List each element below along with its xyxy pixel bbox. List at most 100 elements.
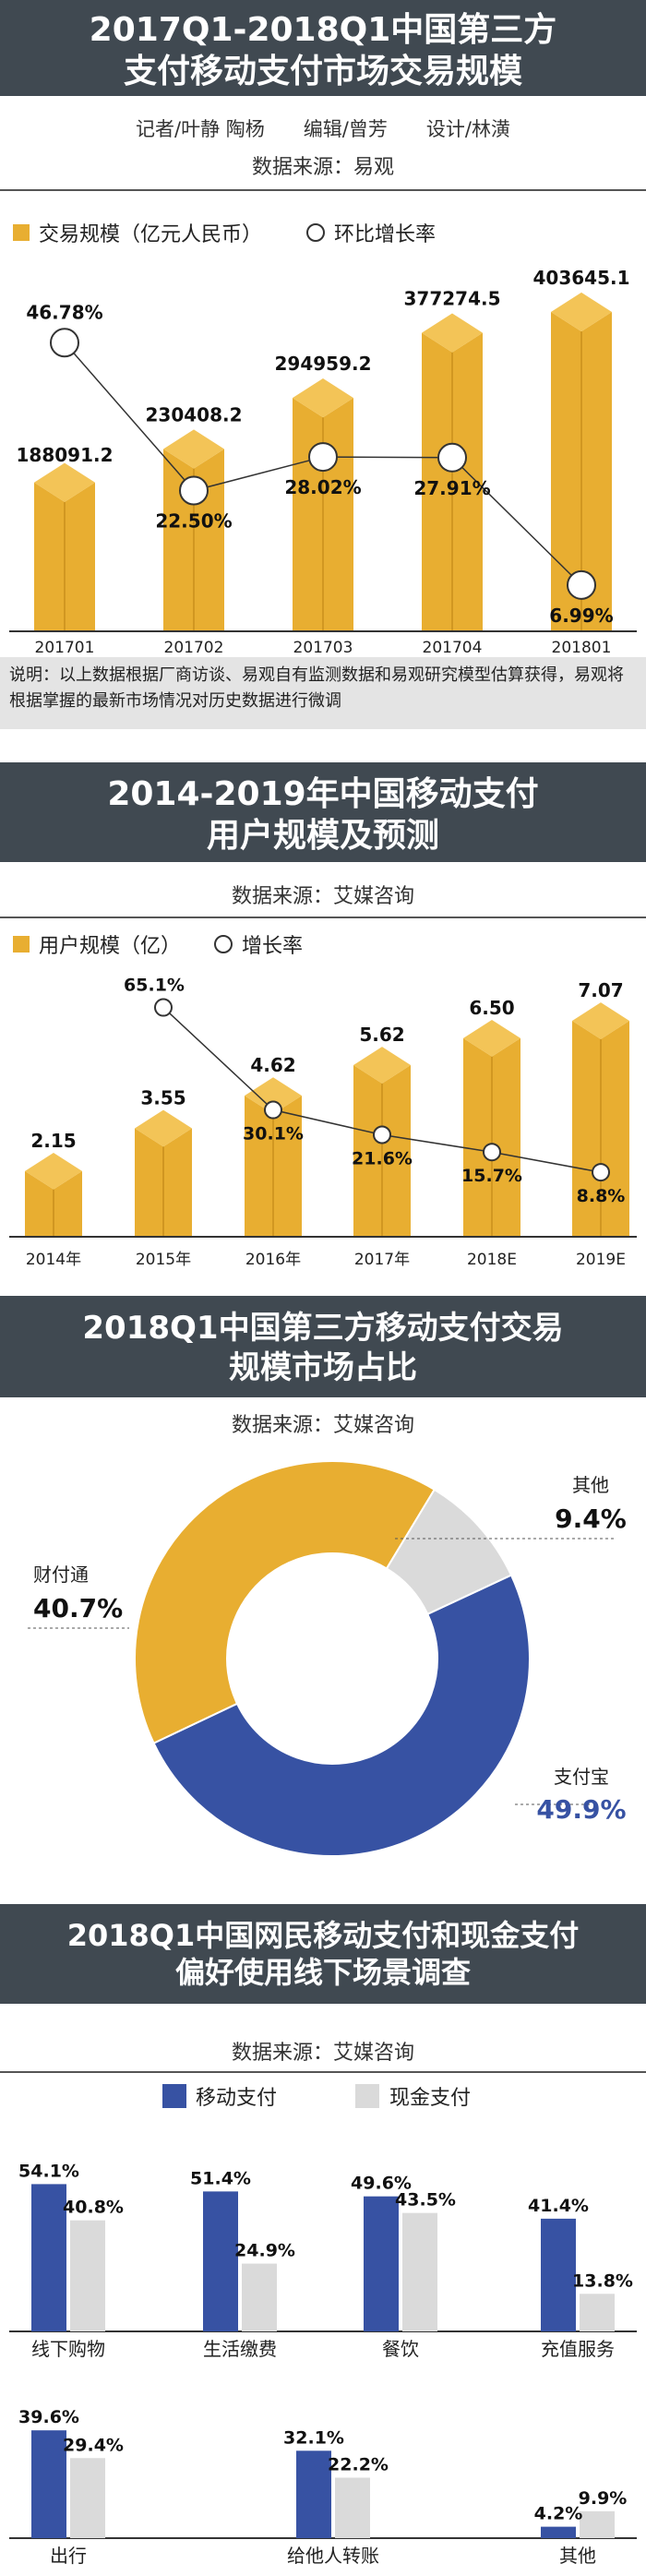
section3-title-line1: 2018Q1中国第三方移动支付交易: [82, 1310, 564, 1347]
user-scale-bar: [572, 1002, 629, 1237]
slice-name-label: 其他: [572, 1474, 609, 1496]
category-label: 其他: [559, 2545, 596, 2567]
user-scale-bar: [463, 1020, 520, 1237]
bar-value-label: 4.62: [250, 1054, 295, 1076]
x-axis-label: 2017年: [354, 1251, 410, 1269]
legend-gold-square-icon: [13, 224, 30, 241]
chart-transaction-scale: 188091.2 201701 230408.2 201702 294959.2 2017…: [9, 268, 637, 655]
section4-title-line1: 2018Q1中国网民移动支付和现金支付: [66, 1918, 580, 1953]
user-scale-bar: [245, 1077, 302, 1237]
growth-rate-label: 22.50%: [155, 510, 232, 533]
growth-rate-point: [483, 1143, 501, 1162]
growth-rate-label: 27.91%: [413, 477, 490, 499]
bar-value-label: 188091.2: [16, 444, 113, 466]
section4-title-line2: 偏好使用线下场景调查: [174, 1955, 471, 1990]
section1-title-line2: 支付移动支付市场交易规模: [123, 53, 522, 90]
section2-legend-bar: 用户规模（亿）: [13, 929, 181, 959]
user-scale-bar: [353, 1047, 411, 1237]
donut-slice: [152, 1574, 531, 1858]
x-axis-label: 2019E: [576, 1251, 626, 1269]
category-label: 餐饮: [382, 2338, 419, 2360]
growth-rate-point: [50, 328, 79, 358]
growth-rate-label: 46.78%: [26, 301, 102, 323]
section2-legend-line-label: 增长率: [242, 935, 304, 958]
section1-legend-line-label: 环比增长率: [334, 223, 437, 246]
user-scale-bar: [135, 1109, 192, 1237]
legend-mobile-label: 移动支付: [196, 2087, 277, 2110]
mobile-payment-bar: [541, 2218, 576, 2331]
category-label: 生活缴费: [203, 2338, 277, 2360]
growth-rate-label: 6.99%: [549, 605, 613, 627]
category-label: 线下购物: [31, 2338, 105, 2360]
section2-title-line1: 2014-2019年中国移动支付: [107, 775, 539, 813]
growth-rate-point: [592, 1163, 610, 1182]
section4-header: 2018Q1中国网民移动支付和现金支付 偏好使用线下场景调查: [0, 1904, 646, 2004]
bar-value-label: 230408.2: [145, 403, 242, 425]
growth-rate-point: [567, 569, 596, 600]
bar-value-label: 377274.5: [403, 288, 500, 310]
section2-source: 数据来源：艾媒咨询: [231, 885, 414, 908]
mobile-payment-bar: [31, 2430, 66, 2538]
growth-rate-point: [179, 475, 209, 506]
mobile-payment-bar: [364, 2196, 399, 2331]
cash-payment-bar: [335, 2477, 370, 2538]
category-label: 充值服务: [541, 2338, 615, 2360]
mobile-payment-bar: [203, 2191, 238, 2331]
growth-rate-label: 15.7%: [461, 1166, 522, 1186]
growth-rate-point: [154, 998, 173, 1017]
growth-rate-label: 8.8%: [577, 1186, 626, 1206]
section1-divider: [0, 189, 646, 191]
section3-header: 2018Q1中国第三方移动支付交易 规模市场占比: [0, 1296, 646, 1397]
transaction-bar: [422, 313, 483, 631]
transaction-bar: [551, 292, 612, 631]
cash-value-label: 24.9%: [234, 2241, 295, 2261]
slice-name-label: 支付宝: [554, 1766, 609, 1788]
chart-payment-preference: 移动支付 现金支付 54.1% 40.8% 线下购物 51.4% 24.9% 生活缴费 49.6…: [9, 2084, 637, 2567]
mobile-payment-bar: [541, 2526, 576, 2538]
cash-value-label: 22.2%: [328, 2455, 389, 2475]
legend-circle-icon: [306, 223, 325, 242]
growth-rate-label: 28.02%: [284, 476, 361, 498]
donut-slice: [385, 1488, 513, 1616]
slice-name-label: 财付通: [33, 1564, 89, 1586]
section2-header: 2014-2019年中国移动支付 用户规模及预测: [0, 762, 646, 862]
section2-legend-bar-label: 用户规模（亿）: [39, 935, 182, 958]
legend-gold-square-icon: [13, 936, 30, 953]
donut-slice: [134, 1460, 437, 1744]
cash-payment-bar: [402, 2212, 437, 2331]
bar-value-label: 2.15: [30, 1130, 76, 1152]
growth-rate-label: 21.6%: [352, 1148, 413, 1168]
growth-rate-point: [308, 442, 338, 473]
x-axis-label: 201702: [164, 639, 224, 655]
cash-value-label: 43.5%: [395, 2190, 456, 2211]
section1-source: 数据来源：易观: [251, 156, 394, 179]
slice-value-label: 40.7%: [33, 1593, 123, 1623]
growth-rate-point: [437, 442, 467, 473]
category-label: 出行: [50, 2545, 87, 2567]
section1-header: 2017Q1-2018Q1中国第三方 支付移动支付市场交易规模: [0, 0, 646, 96]
mobile-value-label: 41.4%: [528, 2196, 589, 2216]
cash-payment-bar: [580, 2294, 615, 2331]
slice-value-label: 9.4%: [555, 1504, 627, 1534]
x-axis-label: 201801: [552, 639, 612, 655]
slice-value-label: 49.9%: [536, 1794, 626, 1825]
section2-legend-line: 增长率: [214, 929, 303, 959]
x-axis-label: 2018E: [467, 1251, 517, 1269]
cash-payment-bar: [242, 2263, 277, 2331]
mobile-value-label: 39.6%: [18, 2407, 79, 2427]
bar-value-label: 294959.2: [274, 353, 371, 375]
x-axis-label: 2016年: [245, 1251, 301, 1269]
bar-value-label: 3.55: [140, 1087, 185, 1109]
section1-legend-bar: 交易规模（亿元人民币）: [13, 218, 262, 247]
cash-value-label: 9.9%: [579, 2488, 628, 2509]
category-label: 给他人转账: [287, 2545, 379, 2567]
section1-legend-line: 环比增长率: [306, 218, 436, 247]
x-axis-label: 201704: [423, 639, 483, 655]
chart-market-share: 支付宝 49.9% 财付通 40.7% 其他 9.4%: [28, 1460, 627, 1858]
mobile-payment-bar: [296, 2450, 331, 2538]
user-scale-bar: [25, 1153, 82, 1237]
mobile-value-label: 32.1%: [283, 2427, 344, 2448]
cash-payment-bar: [70, 2220, 105, 2331]
x-axis-label: 201701: [35, 639, 95, 655]
growth-rate-point: [264, 1100, 282, 1120]
